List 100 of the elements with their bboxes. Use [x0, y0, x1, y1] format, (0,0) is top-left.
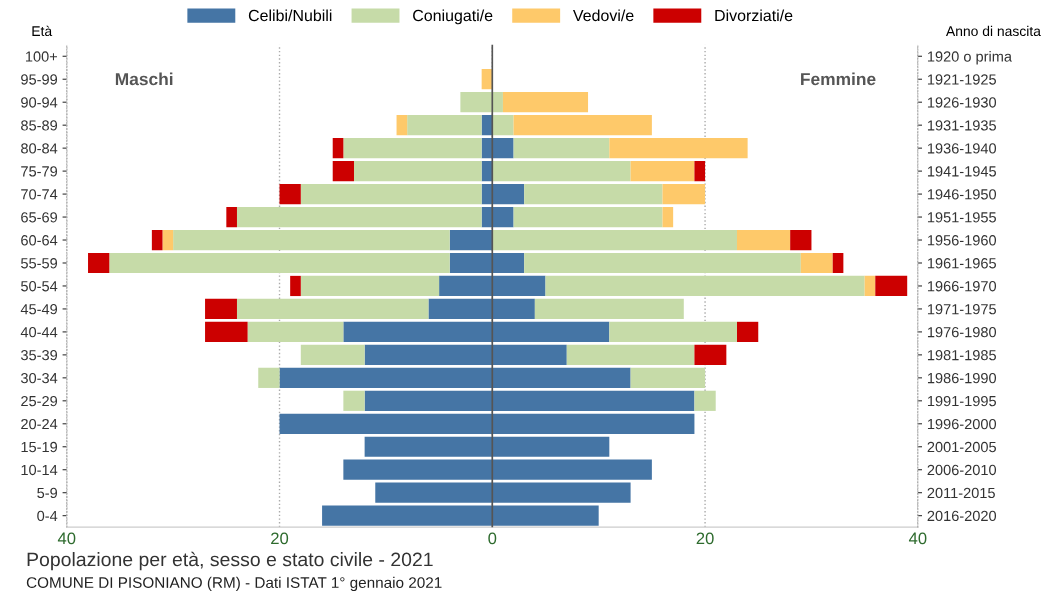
legend-label: Divorziati/e: [715, 9, 793, 22]
bar: [460, 92, 493, 113]
bar: [290, 275, 301, 297]
y-tick-label: 80-84: [21, 143, 58, 154]
bar: [300, 183, 482, 205]
bar: [162, 229, 174, 251]
bar: [492, 459, 652, 480]
bar: [332, 161, 354, 182]
y2-tick-label: 1951-1955: [927, 212, 996, 223]
bar: [800, 252, 833, 274]
bar: [492, 390, 695, 411]
bar: [343, 390, 365, 411]
bar: [151, 229, 163, 251]
bar: [492, 436, 610, 457]
bar: [513, 115, 652, 136]
bar: [492, 413, 695, 434]
y2-tick-label: 1941-1945: [927, 166, 996, 177]
y-tick-label: 25-29: [21, 395, 58, 407]
y-tick-label: 90-94: [21, 97, 58, 108]
bar: [247, 321, 344, 343]
bar: [502, 92, 589, 113]
x-tick-label: 0: [488, 532, 497, 545]
bar: [609, 138, 748, 159]
y2-tick-label: 2001-2005: [927, 441, 996, 453]
y-tick-label: 95-99: [21, 74, 58, 85]
bar: [428, 298, 493, 320]
x-tick-label: 20: [696, 532, 714, 545]
bar: [279, 413, 493, 434]
bar: [492, 505, 599, 526]
y2-tick-label: 1986-1990: [927, 372, 997, 384]
bar: [353, 161, 482, 182]
bar: [492, 482, 631, 503]
x-tick-label: 40: [908, 532, 927, 545]
legend-label: Celibi/Nubili: [248, 9, 332, 22]
bar: [534, 298, 684, 320]
bar: [279, 183, 301, 205]
y-tick-label: 75-79: [21, 166, 58, 177]
y2-tick-label: 1956-1960: [927, 235, 997, 246]
y-tick-label: 100+: [25, 51, 58, 62]
bar: [492, 229, 737, 251]
y2-tick-label: 1991-1995: [927, 395, 996, 407]
bar: [832, 252, 844, 274]
bar: [364, 436, 493, 457]
bar: [173, 229, 450, 251]
y-tick-label: 35-39: [20, 349, 58, 361]
bar: [343, 459, 493, 480]
y2-tick-label: 1920 o prima: [927, 50, 1012, 65]
bar: [492, 275, 546, 297]
bar: [630, 161, 695, 182]
y2-tick-label: 1921-1925: [927, 74, 996, 85]
bar: [492, 183, 525, 205]
bar: [545, 275, 865, 297]
y2-tick-label: 1971-1975: [927, 304, 996, 315]
x-tick-label: 40: [57, 532, 76, 545]
bar: [109, 252, 450, 274]
bar: [566, 344, 695, 365]
y-tick-label: 15-19: [21, 441, 58, 453]
bar: [364, 390, 493, 411]
bar: [630, 367, 706, 388]
bar: [609, 321, 737, 343]
bar: [694, 344, 727, 365]
bar: [492, 344, 567, 365]
annotation: Femmine: [801, 72, 876, 86]
bar: [513, 138, 610, 159]
y2-tick-label: 2016-2020: [927, 510, 997, 522]
y-tick-label: 70-74: [21, 189, 58, 200]
bar: [875, 275, 908, 297]
y-tick-label: 50-54: [21, 281, 58, 292]
y-tick-label: 65-69: [21, 212, 58, 223]
bar: [300, 344, 365, 365]
y2-tick-label: 2011-2015: [927, 487, 995, 499]
bar: [364, 344, 493, 365]
y2-tick-label: 1981-1985: [927, 349, 996, 361]
bar: [88, 252, 110, 274]
bar: [513, 206, 663, 228]
bar: [205, 298, 237, 320]
bar: [375, 482, 493, 503]
text: COMUNE DI PISONIANO (RM) - Dati ISTAT 1° gennaio 2021: [26, 576, 442, 592]
bar: [492, 161, 631, 182]
y2-tick-label: 1936-1940: [927, 143, 997, 154]
y-tick-label: 30-34: [20, 372, 58, 384]
bar: [322, 505, 493, 526]
bar: [492, 367, 631, 388]
bar: [343, 138, 482, 159]
bar: [492, 252, 525, 274]
y2-axis-title: Anno di nascita: [945, 25, 1041, 37]
bar: [492, 115, 514, 136]
bar: [258, 367, 280, 388]
bar: [449, 252, 493, 274]
bar: [694, 161, 706, 182]
bar: [279, 367, 493, 388]
bar: [524, 252, 801, 274]
bar: [300, 275, 440, 297]
bar: [492, 138, 514, 159]
y2-tick-label: 1996-2000: [927, 418, 997, 430]
text: Popolazione per età, sesso e stato civile - 2021: [27, 551, 433, 571]
y-tick-label: 55-59: [21, 258, 58, 269]
bar: [407, 115, 482, 136]
bar: [492, 321, 610, 343]
bar: [662, 183, 706, 205]
